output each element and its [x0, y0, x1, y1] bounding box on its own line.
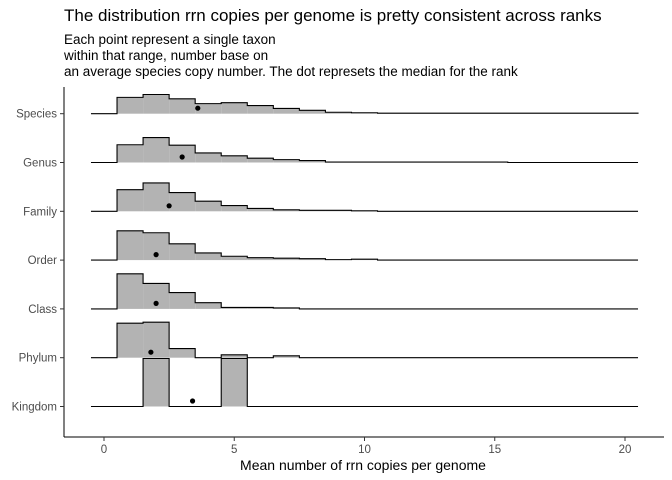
y-tick-label-kingdom: Kingdom	[12, 402, 57, 414]
bar-genus-7	[273, 159, 300, 163]
ridge-family	[90, 182, 639, 212]
bar-species-6	[247, 105, 274, 114]
chart-title: The distribution rrn copies per genome i…	[64, 6, 602, 25]
bar-order-6	[247, 257, 274, 261]
bar-kingdom-2	[143, 358, 170, 407]
chart-subtitle: Each point represent a single taxon with…	[64, 32, 518, 80]
outline-class	[90, 273, 639, 310]
bar-phylum-1	[117, 323, 144, 358]
x-tick-label-20: 20	[619, 444, 632, 456]
x-tick-label-10: 10	[358, 444, 371, 456]
bar-order-4	[195, 252, 222, 261]
ridge-phylum	[90, 321, 639, 359]
ridge-species	[90, 93, 639, 115]
median-dot-order	[153, 252, 159, 258]
bar-species-9	[325, 112, 352, 114]
bar-species-8	[299, 110, 326, 114]
outline-genus	[90, 136, 639, 164]
bar-family-6	[247, 208, 274, 212]
bar-order-5	[221, 256, 248, 261]
ridge-order	[90, 230, 639, 261]
y-tick-label-genus: Genus	[23, 158, 57, 170]
outline-phylum	[90, 321, 639, 359]
y-tick-label-family: Family	[23, 206, 57, 218]
bar-species-3	[169, 98, 196, 114]
y-tick-label-order: Order	[28, 255, 58, 267]
bar-class-5	[221, 307, 248, 309]
bar-phylum-7	[273, 355, 300, 358]
y-ticks-layer: Kingdom Phylum Class Order Family Genus Specie…	[12, 109, 64, 414]
y-tick-label-class: Class	[28, 304, 57, 316]
bar-genus-8	[299, 160, 326, 163]
median-dot-class	[153, 300, 159, 306]
bar-family-2	[143, 182, 170, 212]
x-ticks-layer: 0 5 10 15 20	[101, 437, 632, 456]
bar-species-1	[117, 97, 144, 114]
y-tick-label-species: Species	[16, 109, 57, 121]
bar-genus-3	[169, 145, 196, 163]
subtitle-line-2: within that range, number base on	[64, 48, 269, 63]
bar-class-4	[195, 302, 222, 309]
bar-genus-2	[143, 137, 170, 163]
x-axis-title: Mean number of rrn copies per genome	[240, 457, 486, 473]
ridge-kingdom	[90, 357, 639, 408]
bar-class-3	[169, 292, 196, 309]
bar-species-4	[195, 103, 222, 114]
bar-species-5	[221, 102, 248, 114]
bar-class-6	[247, 307, 274, 309]
outline-family	[90, 182, 639, 212]
median-dot-family	[166, 203, 172, 209]
ridge-class	[90, 273, 639, 310]
median-dot-phylum	[148, 349, 154, 355]
bar-class-1	[117, 273, 144, 309]
bar-family-1	[117, 189, 144, 212]
bar-species-7	[273, 108, 300, 114]
outline-order	[90, 230, 639, 261]
subtitle-line-1: Each point represent a single taxon	[64, 32, 276, 47]
bar-family-5	[221, 205, 248, 212]
bar-order-7	[273, 258, 300, 261]
bar-genus-5	[221, 155, 248, 163]
bar-order-1	[117, 230, 144, 261]
x-tick-label-0: 0	[101, 444, 107, 456]
bar-family-4	[195, 201, 222, 212]
bar-order-3	[169, 243, 196, 261]
bar-species-2	[143, 94, 170, 114]
bar-family-7	[273, 209, 300, 212]
ridge-genus	[90, 136, 639, 164]
outline-kingdom	[90, 357, 639, 408]
bar-phylum-2	[143, 322, 170, 358]
outline-species	[90, 93, 639, 115]
bar-phylum-5	[221, 354, 248, 358]
median-dot-species	[195, 105, 201, 111]
y-tick-label-phylum: Phylum	[19, 353, 57, 365]
bar-kingdom-5	[221, 358, 248, 407]
bar-genus-4	[195, 152, 222, 163]
bar-order-8	[299, 258, 326, 261]
ridges-layer	[90, 93, 639, 408]
median-dot-genus	[179, 154, 185, 160]
x-tick-label-5: 5	[231, 444, 237, 456]
bar-family-3	[169, 192, 196, 212]
bar-genus-1	[117, 144, 144, 163]
median-dot-kingdom	[189, 398, 196, 404]
bar-genus-6	[247, 158, 274, 163]
subtitle-line-3: an average species copy number. The dot …	[64, 64, 518, 79]
x-tick-label-15: 15	[488, 444, 501, 456]
bar-phylum-3	[169, 348, 196, 358]
